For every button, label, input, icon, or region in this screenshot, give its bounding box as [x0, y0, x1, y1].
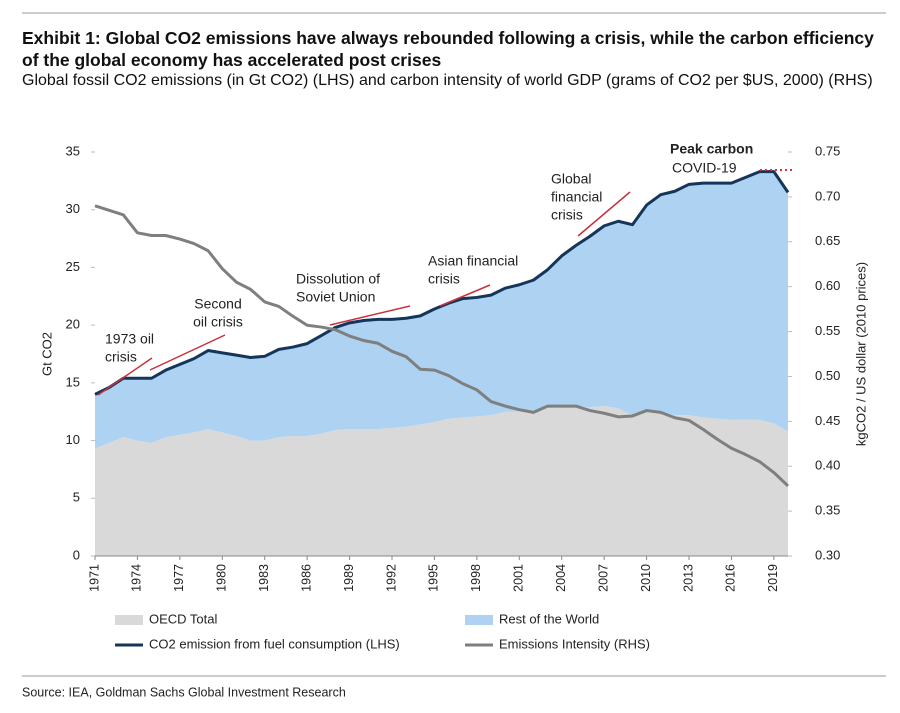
- x-tick-label: 1974: [130, 564, 144, 592]
- y-tick-label: 0: [73, 547, 80, 562]
- legend-label: Rest of the World: [499, 611, 599, 626]
- y2-tick-label: 0.60: [815, 278, 840, 293]
- x-tick-label: 2013: [681, 564, 695, 592]
- annotation: 1973 oil: [105, 331, 154, 347]
- x-tick-label: 2004: [554, 564, 568, 592]
- y-tick-label: 35: [66, 143, 80, 158]
- crisis-marker: [577, 191, 631, 237]
- source: Source: IEA, Goldman Sachs Global Invest…: [22, 685, 346, 699]
- annotation: crisis: [428, 271, 460, 287]
- crisis-marker: [149, 334, 226, 371]
- line: [94, 204, 790, 488]
- y2-tick-label: 0.45: [815, 413, 840, 428]
- x-tick-label: 2001: [512, 564, 526, 592]
- x-tick-label: 1986: [299, 564, 313, 592]
- crisis-marker: [439, 284, 491, 307]
- annotation: Peak carbon: [670, 141, 753, 157]
- chart-subtitle: Global fossil CO2 emissions (in Gt CO2) …: [22, 72, 873, 89]
- legend-label: Emissions Intensity (RHS): [499, 636, 650, 651]
- x-tick-label: 1998: [469, 564, 483, 592]
- y-tick-label: 5: [73, 490, 80, 505]
- crisis-marker: [97, 357, 153, 396]
- x-tick-label: 2007: [596, 564, 610, 592]
- annotation: crisis: [551, 207, 583, 223]
- x-tick-label: 1980: [215, 564, 229, 592]
- y2-tick-label: 0.30: [815, 547, 840, 562]
- x-tick-label: 1983: [257, 564, 271, 592]
- y2-tick-label: 0.70: [815, 188, 840, 203]
- annotation: Dissolution of: [296, 271, 380, 287]
- y-axis-label: Gt CO2: [39, 332, 54, 376]
- y2-tick-label: 0.75: [815, 143, 840, 158]
- x-tick-label: 1992: [384, 564, 398, 592]
- area: [95, 171, 788, 449]
- x-tick-label: 2016: [724, 564, 738, 592]
- legend-label: OECD Total: [149, 611, 218, 626]
- x-tick-label: 1977: [172, 564, 186, 592]
- annotation: crisis: [105, 349, 137, 365]
- x-tick-label: 1989: [342, 564, 356, 592]
- annotation: Global: [551, 171, 591, 187]
- y-tick-label: 30: [66, 201, 80, 216]
- annotation: Asian financial: [428, 253, 518, 269]
- y2-tick-label: 0.55: [815, 323, 840, 338]
- y-tick-label: 10: [66, 432, 80, 447]
- chart-title: Exhibit 1: Global CO2 emissions have alw…: [22, 28, 874, 70]
- legend-swatch: [465, 615, 493, 625]
- legend-swatch: [115, 615, 143, 625]
- y2-tick-label: 0.50: [815, 368, 840, 383]
- y-tick-label: 20: [66, 317, 80, 332]
- y-tick-label: 15: [66, 374, 80, 389]
- x-tick-label: 1995: [427, 564, 441, 592]
- x-tick-label: 1971: [87, 564, 101, 592]
- x-tick-label: 2010: [639, 564, 653, 592]
- y2-axis-label: kgCO2 / US dollar (2010 prices): [853, 262, 868, 446]
- y2-tick-label: 0.65: [815, 233, 840, 248]
- annotation: Second: [194, 296, 241, 312]
- x-tick-label: 2019: [766, 564, 780, 592]
- y-tick-label: 25: [66, 259, 80, 274]
- y2-tick-label: 0.35: [815, 503, 840, 518]
- crisis-marker: [329, 305, 411, 326]
- legend-label: CO2 emission from fuel consumption (LHS): [149, 636, 400, 651]
- annotation: Soviet Union: [296, 289, 375, 305]
- annotation: COVID-19: [672, 160, 737, 176]
- area: [95, 405, 788, 556]
- annotation: financial: [551, 189, 602, 205]
- annotation: oil crisis: [193, 314, 243, 330]
- header: Exhibit 1: Global CO2 emissions have alw…: [22, 27, 882, 91]
- y2-tick-label: 0.40: [815, 458, 840, 473]
